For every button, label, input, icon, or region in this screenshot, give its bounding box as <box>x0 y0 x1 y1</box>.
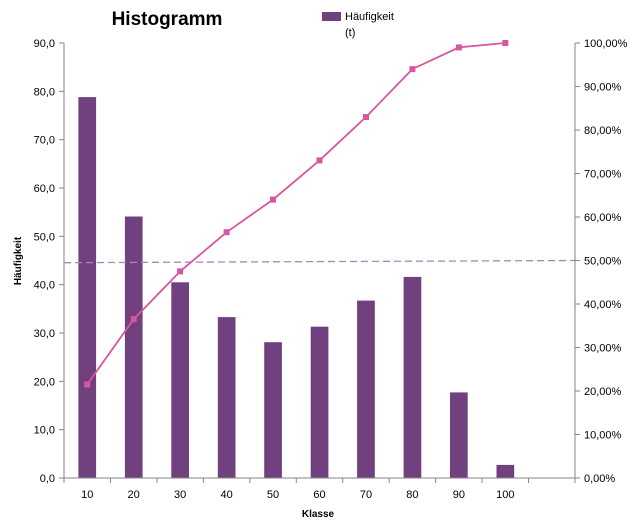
bar-30 <box>171 282 189 479</box>
y-tick-label-right: 80,00% <box>584 125 622 137</box>
x-tick-label-30: 30 <box>174 489 186 501</box>
bar-20 <box>124 216 143 478</box>
y-tick-label-right: 100,00% <box>584 38 628 50</box>
y-tick-label-right: 20,00% <box>584 386 622 398</box>
cumulative-point-50 <box>270 196 276 203</box>
y-tick-label-left: 30,0 <box>34 328 55 340</box>
y-tick-label-left: 10,0 <box>34 425 55 437</box>
y-axis-title: Häufigkeit <box>13 236 24 285</box>
bar-80 <box>403 276 422 478</box>
cumulative-point-40 <box>223 229 230 236</box>
y-tick-label-left: 40,0 <box>34 280 55 292</box>
bar-70 <box>357 300 375 478</box>
y-tick-label-right: 0,00% <box>584 473 615 485</box>
y-tick-label-right: 10,00% <box>584 430 622 442</box>
legend-label-t: (t) <box>345 27 355 39</box>
reference-line-50-percent <box>63 259 576 264</box>
x-axis-title: Klasse <box>302 509 335 520</box>
cumulative-point-20 <box>130 316 137 323</box>
y-tick-label-left: 80,0 <box>34 86 55 98</box>
y-tick-label-right: 50,00% <box>584 256 622 268</box>
cumulative-point-90 <box>455 44 462 51</box>
x-tick-label-60: 60 <box>313 489 325 501</box>
y-tick-label-left: 70,0 <box>34 135 55 147</box>
bar-10 <box>78 97 97 478</box>
y-tick-label-right: 90,00% <box>584 82 622 94</box>
y-tick-label-left: 50,0 <box>34 231 55 243</box>
y-tick-label-left: 20,0 <box>34 376 55 388</box>
x-tick-label-40: 40 <box>220 489 232 501</box>
y-tick-label-right: 40,00% <box>584 299 622 311</box>
y-tick-label-left: 60,0 <box>34 183 55 195</box>
legend-label-haeufigkeit: Häufigkeit <box>345 11 394 23</box>
y-tick-label-right: 30,00% <box>584 343 622 355</box>
cumulative-point-30 <box>177 268 184 275</box>
x-tick-label-80: 80 <box>406 489 418 501</box>
x-tick-label-100: 100 <box>496 489 514 501</box>
x-tick-label-10: 10 <box>81 489 93 501</box>
bar-60 <box>310 326 329 478</box>
bar-40 <box>217 317 236 478</box>
cumulative-point-60 <box>316 157 323 164</box>
y-tick-label-left: 90,0 <box>34 38 55 50</box>
cumulative-point-80 <box>409 66 416 73</box>
legend: Häufigkeit (t) <box>322 11 394 39</box>
y-tick-label-right: 70,00% <box>584 169 622 181</box>
bar-100 <box>496 464 515 478</box>
y-tick-label-right: 60,00% <box>584 212 622 224</box>
chart-title: Histogramm <box>112 9 223 30</box>
bar-90 <box>450 392 468 478</box>
cumulative-point-10 <box>84 381 91 388</box>
y-tick-label-left: 0,0 <box>40 473 55 485</box>
cumulative-point-100 <box>502 40 509 46</box>
legend-swatch-haeufigkeit <box>322 12 341 21</box>
x-tick-label-90: 90 <box>453 489 465 501</box>
x-tick-label-20: 20 <box>128 489 140 501</box>
cumulative-point-70 <box>363 114 369 120</box>
bar-50 <box>264 342 282 478</box>
x-tick-label-50: 50 <box>267 489 279 501</box>
cumulative-line <box>86 42 506 386</box>
x-tick-label-70: 70 <box>360 489 372 501</box>
